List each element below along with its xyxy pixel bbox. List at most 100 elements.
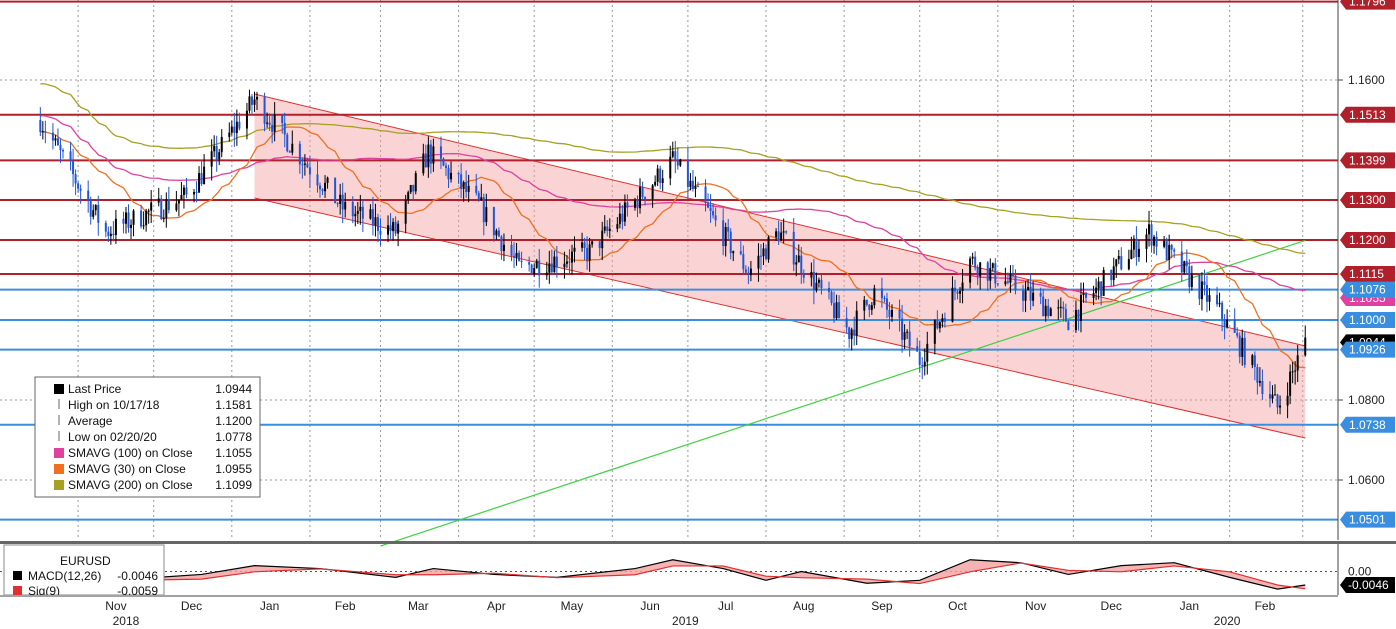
candle-body	[848, 327, 851, 339]
candle-body	[1241, 337, 1244, 357]
candle-body	[182, 187, 185, 195]
candle-body	[1221, 302, 1224, 320]
candle-body	[1130, 249, 1133, 260]
candle-body	[1150, 224, 1153, 246]
candle-body	[898, 309, 901, 319]
candle-body	[835, 302, 838, 319]
candle-body	[1238, 335, 1241, 357]
candle-body	[838, 302, 841, 319]
candle-body	[714, 215, 717, 221]
candle-body	[623, 202, 626, 222]
x-month-label: Feb	[335, 599, 356, 613]
candle-body	[250, 96, 253, 105]
candle-body	[1294, 370, 1297, 372]
candle-body	[865, 299, 868, 305]
candle-body	[61, 150, 64, 152]
candle-body	[1296, 355, 1299, 371]
price-tag-label: 1.1200	[1349, 233, 1386, 247]
candle-body	[583, 242, 586, 249]
candle-body	[1042, 296, 1045, 317]
candle-body	[1188, 266, 1191, 287]
candle-body	[321, 189, 324, 192]
candle-body	[674, 151, 677, 161]
candle-body	[651, 185, 654, 199]
price-tag-label: 1.1796	[1349, 0, 1386, 9]
candle-body	[694, 186, 697, 190]
candle-body	[429, 144, 432, 164]
candle-body	[1291, 371, 1294, 373]
candle-body	[1173, 249, 1176, 252]
candle-body	[291, 143, 294, 153]
candle-body	[1190, 274, 1193, 287]
candle-body	[281, 114, 284, 123]
candle-body	[500, 236, 503, 251]
price-tag	[1340, 152, 1395, 169]
candle-body	[215, 145, 218, 160]
candle-body	[880, 288, 883, 299]
candle-body	[868, 304, 871, 310]
candle-body	[817, 279, 820, 283]
price-tag-label: 1.0926	[1349, 343, 1386, 357]
candle-body	[618, 213, 621, 225]
candle-body	[432, 146, 435, 164]
candle-body	[1236, 332, 1239, 336]
candle-body	[379, 231, 382, 235]
candle-body	[707, 202, 710, 208]
candle-body	[1279, 405, 1282, 408]
candle-body	[1289, 371, 1292, 396]
candle-body	[256, 96, 259, 100]
price-tag	[1340, 341, 1395, 358]
candle-body	[376, 217, 379, 232]
candle-body	[162, 218, 165, 220]
candle-body	[193, 191, 196, 195]
candle-body	[213, 145, 216, 152]
candle-body	[792, 231, 795, 265]
candle-body	[828, 287, 831, 292]
candle-body	[1208, 295, 1211, 302]
candle-body	[165, 199, 168, 219]
candle-body	[1183, 261, 1186, 273]
price-tag-label: 1.0501	[1349, 513, 1386, 527]
candle-body	[157, 198, 160, 203]
candle-body	[460, 174, 463, 189]
candle-body	[1200, 281, 1203, 300]
candle-body	[833, 303, 836, 319]
candle-body	[568, 261, 571, 263]
legend-value: 1.0955	[215, 462, 252, 476]
legend-label: High on 10/17/18	[68, 398, 160, 412]
price-tag	[1340, 0, 1395, 10]
legend-value: 1.1581	[215, 398, 252, 412]
candle-body	[344, 201, 347, 210]
candle-body	[873, 288, 876, 306]
candle-body	[1097, 281, 1100, 288]
candle-body	[301, 164, 304, 166]
candle-body	[56, 138, 59, 146]
candle-body	[679, 159, 682, 166]
candle-body	[1095, 287, 1098, 294]
candle-body	[608, 228, 611, 231]
legend-value: 1.1099	[215, 478, 252, 492]
candle-body	[573, 247, 576, 252]
candle-body	[1268, 393, 1271, 399]
candle-body	[1009, 274, 1012, 283]
candle-body	[268, 122, 271, 125]
candle-body	[336, 203, 339, 205]
candle-body	[908, 331, 911, 347]
candle-body	[853, 329, 856, 336]
x-month-label: Aug	[793, 599, 814, 613]
x-year-label: 2020	[1214, 614, 1241, 628]
candle-body	[639, 187, 642, 209]
candle-body	[606, 226, 609, 231]
macd-tag-label: -0.0046	[1348, 578, 1389, 592]
candle-body	[1011, 274, 1014, 276]
candle-body	[780, 232, 783, 241]
candle-body	[185, 187, 188, 195]
candle-body	[89, 200, 92, 217]
candle-body	[477, 192, 480, 201]
candle-body	[1100, 281, 1103, 296]
macd-label: MACD(12,26)	[28, 569, 101, 583]
sig-swatch	[13, 586, 22, 595]
candle-body	[167, 199, 170, 211]
candle-body	[802, 273, 805, 278]
